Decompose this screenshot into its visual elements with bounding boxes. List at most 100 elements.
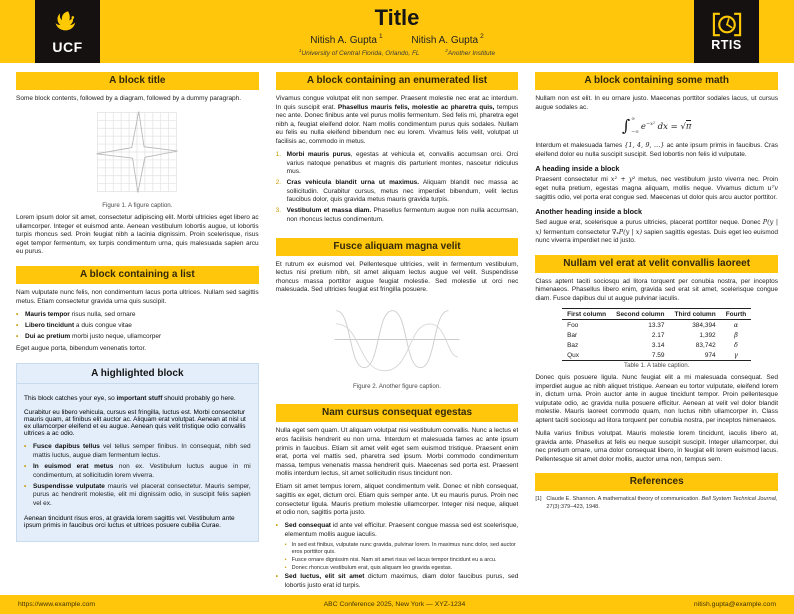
footer-conference-info: ABC Conference 2025, New York — XYZ-1234 [323, 601, 466, 608]
highlighted-block-title: A highlighted block [17, 364, 258, 384]
bullet-list: • Fusce dapibus tellus vel tellus semper … [24, 443, 251, 508]
block-nam-cursus: Nam cursus consequat egestas Nulla eget … [275, 404, 519, 591]
paragraph: This block catches your eye, so importan… [24, 395, 236, 403]
paragraph: Etiam sit amet tempus lorem, aliquet con… [275, 483, 519, 517]
list-item: • Fusce dapibus tellus vel tellus semper … [24, 443, 251, 460]
data-table: First column Second column Third column … [562, 308, 752, 361]
paragraph: Nam vulputate nunc felis, non condimentu… [16, 288, 259, 305]
paragraph: Praesent consectetur mi x² + y² metus, n… [535, 174, 779, 201]
paragraph: Lorem ipsum dolor sit amet, consectetur … [16, 214, 259, 256]
list-item: • In euismod erat metus non ex. Vestibulu… [24, 463, 251, 479]
table-row: Baz 3.14 83,742 δ [567, 341, 738, 350]
bullet-icon: • [275, 573, 278, 581]
poster-title: Title [374, 5, 420, 31]
reference-marker: [1] [535, 496, 542, 503]
paragraph: Aenean tincidunt risus eros, at gravida … [24, 514, 235, 529]
table-row: Qux 7.59 974 γ [562, 350, 752, 361]
paragraph: Et rutrum ex euismod vel. Pellentesque u… [275, 260, 519, 294]
list-item: 2. Cras vehicula blandit urna ut maximus.… [275, 179, 519, 204]
integral-symbol: ∫ [621, 116, 631, 136]
reference-item: [1] Claude E. Shannon. A mathematical th… [535, 496, 778, 510]
column-1: A block title Some block contents, follo… [16, 72, 259, 591]
block-title: Nullam vel erat at velit convallis laore… [535, 254, 779, 273]
affiliation: 1University of Central Florida, Orlando,… [298, 47, 420, 57]
pegasus-icon [55, 11, 75, 31]
rtis-logo: RTIS [694, 0, 759, 63]
figure-star-plot [16, 108, 259, 201]
paragraph: Donec quis posuere ligula. Nunc feugiat … [535, 374, 779, 424]
inline-heading: Another heading inside a block [535, 207, 642, 217]
affiliations-line: 1University of Central Florida, Orlando,… [299, 48, 495, 57]
poster-header: UCF Title Nitish A. Gupta 1 Nitish A. Gup… [0, 0, 794, 63]
paragraph: Nulla eget sem quam. Ut aliquam volutpat… [275, 427, 519, 478]
clock-icon [712, 13, 741, 37]
list-item: • Sed luctus, elit sit amet dictum maximu… [275, 573, 519, 589]
block-title: A block title [16, 72, 259, 90]
highlighted-block: A highlighted block This block catches y… [16, 362, 259, 543]
footer-email: nitish.gupta@example.com [693, 601, 776, 608]
block-title: Fusce aliquam magna velit [275, 237, 519, 256]
bullet-icon: • [284, 541, 287, 548]
author: Nitish A. Gupta 2 [411, 33, 484, 46]
bullet-list: • Sed consequat id ante vel efficitur. Pr… [276, 522, 519, 591]
block-title: A block containing some math [535, 72, 779, 90]
bullet-icon: • [24, 443, 27, 451]
paragraph: Nullam non est elit. In eu ornare justo.… [535, 95, 779, 111]
block-title: A block containing an enumerated list [275, 72, 519, 90]
rtis-logo-label: RTIS [711, 38, 742, 53]
list-item: • Dui ac pretium morbi justo neque, ullam… [16, 332, 162, 340]
list-item: • Suspendisse vulputate mauris vel placer… [24, 482, 251, 507]
list-item: • Sed consequat id ante vel efficitur. Pr… [275, 522, 519, 538]
paragraph: Vivamus congue volutpat elit non semper.… [275, 95, 519, 145]
block-a-block-title: A block title Some block contents, follo… [16, 72, 259, 257]
table-row: Foo 13.37 384,394 α [567, 321, 739, 330]
block-title: Nam cursus consequat egestas [275, 404, 519, 423]
paragraph: Eget augue porta, bibendum venenatis tor… [16, 345, 147, 353]
bullet-icon: • [16, 310, 19, 318]
bullet-icon: • [284, 557, 287, 564]
bullet-icon: • [16, 321, 19, 329]
poster-body: A block title Some block contents, follo… [0, 63, 794, 595]
affiliation: 2Another Institute [445, 47, 496, 57]
list-item: • Mauris tempor risus nulla, sed ornare [16, 310, 136, 318]
authors-line: Nitish A. Gupta 1 Nitish A. Gupta 2 [299, 33, 495, 45]
paragraph: Curabitur eu libero vehicula, cursus est… [24, 408, 246, 437]
display-equation: ∫ ∞ −∞ e−x² dx = √π [621, 116, 692, 136]
paragraph: Nulla varius finibus volutpat. Mauris mo… [535, 429, 779, 463]
block-table: Nullam vel erat at velit convallis laore… [535, 254, 779, 465]
sine-curves-chart [334, 310, 460, 372]
paragraph: Some block contents, followed by a diagr… [16, 95, 242, 102]
list-item: 1. Morbi mauris purus, egestas at vehicul… [275, 150, 519, 176]
star-grid-chart [96, 111, 178, 193]
bullet-icon: • [275, 522, 278, 530]
block-containing-a-list: A block containing a list Nam vulputate … [16, 265, 259, 354]
item-number: 2. [275, 179, 282, 187]
column-3: A block containing some math Nullam non … [535, 72, 779, 591]
author: Nitish A. Gupta 1 [310, 33, 383, 46]
highlighted-block-body: This block catches your eye, so importan… [17, 384, 258, 542]
paragraph: Interdum et malesuada fames {1, 4, 9, …}… [535, 141, 779, 158]
table-caption: Table 1. A table caption. [624, 362, 690, 370]
bullet-icon: • [16, 332, 19, 340]
paragraph: Class aptent taciti sociosqu ad litora t… [535, 277, 779, 302]
header-center: Title Nitish A. Gupta 1 Nitish A. Gupta 2 … [299, 5, 495, 57]
list-item: • Libero tincidunt a duis congue vitae [16, 321, 132, 329]
sub-list-item: • In sed est finibus, vulputate nunc grav… [284, 541, 516, 555]
block-title: References [535, 473, 779, 492]
column-2: A block containing an enumerated list Vi… [275, 72, 519, 591]
list-item: 3. Vestibulum et massa diam. Phasellus fe… [275, 207, 519, 224]
inline-heading: A heading inside a block [535, 163, 620, 173]
ucf-logo-label: UCF [52, 39, 83, 55]
sub-list-item: • Donec rhoncus vestibulum erat, quis ali… [284, 565, 453, 572]
item-number: 1. [275, 150, 282, 158]
ucf-logo: UCF [35, 0, 100, 63]
table-row: Bar 2.17 1,392 β [567, 331, 738, 340]
block-title: A block containing a list [16, 265, 259, 284]
block-references: References [1] Claude E. Shannon. A math… [535, 473, 779, 511]
bullet-icon: • [284, 565, 287, 572]
poster-footer: https://www.example.com ABC Conference 2… [0, 595, 794, 614]
table-header-row: First column Second column Third column … [562, 308, 752, 321]
sub-list-item: • Fusce ornare dignissim nisi. Nam sit am… [284, 557, 497, 564]
bullet-icon: • [24, 463, 27, 471]
